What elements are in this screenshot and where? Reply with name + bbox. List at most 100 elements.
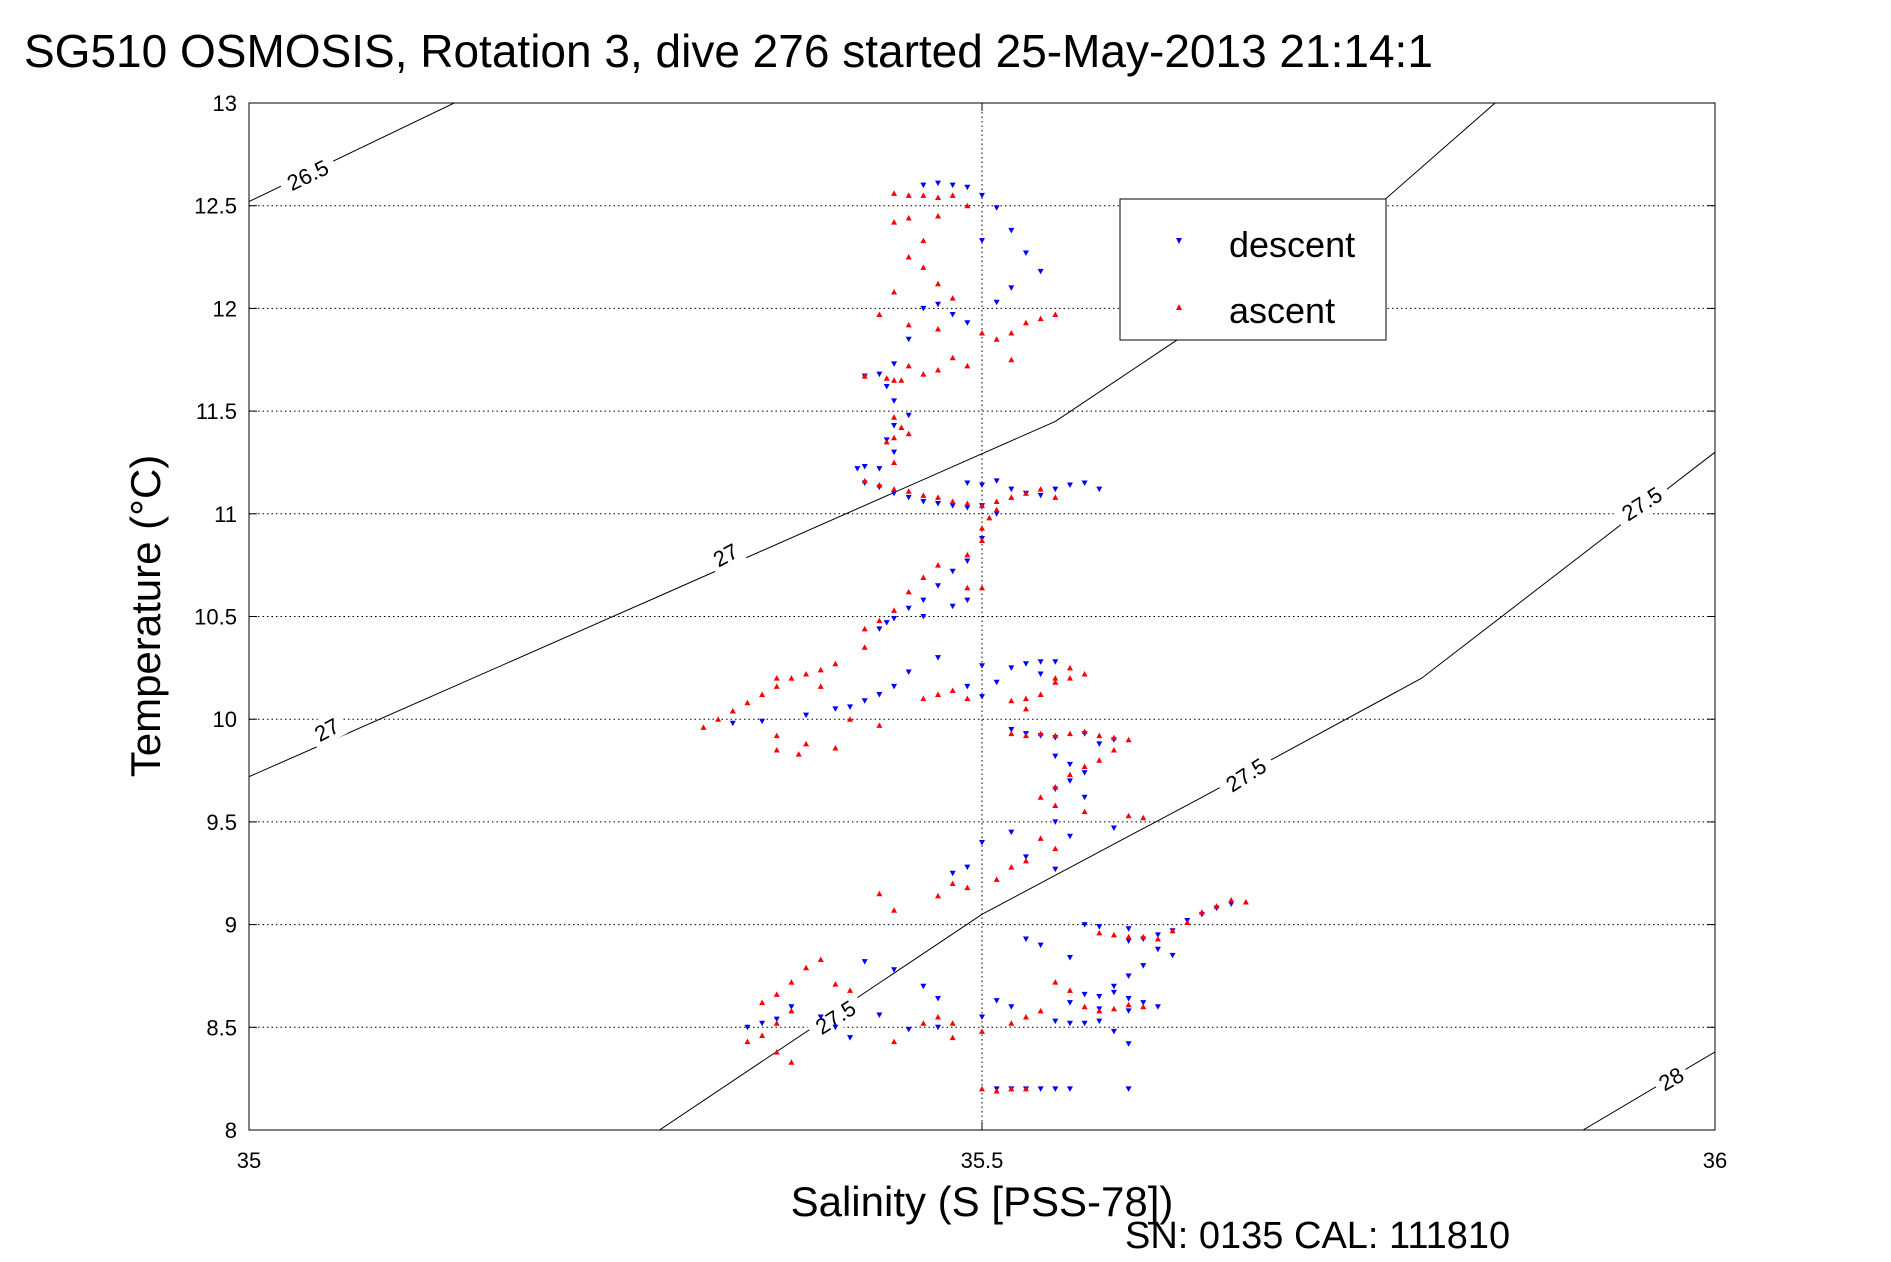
data-point-ascent	[891, 907, 898, 913]
data-point-ascent	[920, 1020, 927, 1026]
data-point-descent	[1081, 480, 1088, 486]
data-point-ascent	[935, 892, 942, 899]
data-point-ascent	[1052, 494, 1059, 500]
data-point-ascent	[1052, 311, 1059, 318]
data-point-descent	[1169, 952, 1176, 959]
data-point-descent	[1154, 946, 1161, 953]
data-point-ascent	[861, 477, 868, 484]
data-point-descent	[1096, 486, 1103, 493]
data-point-ascent	[1008, 356, 1015, 363]
data-point-ascent	[964, 551, 971, 558]
data-point-descent	[993, 511, 1000, 517]
data-point-descent	[1081, 794, 1088, 801]
data-point-ascent	[979, 537, 985, 544]
data-point-ascent	[979, 1028, 985, 1034]
data-point-ascent	[832, 744, 839, 751]
data-point-ascent	[1066, 664, 1073, 671]
data-point-ascent	[1037, 794, 1044, 800]
data-point-descent	[964, 480, 971, 486]
data-point-descent	[1052, 866, 1059, 873]
data-point-ascent	[891, 434, 898, 441]
data-point-descent	[1022, 250, 1029, 256]
data-point-descent	[935, 180, 942, 187]
data-point-descent	[861, 464, 868, 470]
data-point-ascent	[1096, 757, 1103, 763]
data-point-ascent	[817, 683, 824, 689]
legend: descent ascent	[1119, 198, 1387, 341]
data-point-descent	[949, 603, 956, 610]
data-point-descent	[1008, 665, 1015, 671]
data-point-ascent	[1022, 1085, 1029, 1092]
data-point-descent	[979, 192, 985, 199]
data-point-descent	[979, 482, 985, 489]
data-point-ascent	[1052, 802, 1059, 808]
data-point-descent	[1081, 922, 1088, 928]
legend-descent-label: descent	[1229, 224, 1355, 265]
data-point-ascent	[1110, 931, 1117, 938]
data-point-ascent	[773, 732, 780, 739]
data-point-ascent	[993, 498, 1000, 504]
data-point-descent	[744, 1024, 751, 1031]
data-point-ascent	[1066, 987, 1073, 993]
data-point-descent	[920, 597, 927, 604]
data-point-ascent	[949, 295, 956, 301]
data-point-descent	[1081, 991, 1088, 998]
data-point-ascent	[803, 671, 810, 677]
data-point-ascent	[1242, 899, 1249, 905]
data-point-ascent	[876, 890, 883, 897]
data-point-descent	[1008, 486, 1015, 493]
data-point-ascent	[1022, 1014, 1029, 1020]
data-point-descent	[1140, 1000, 1147, 1006]
data-point-descent	[1125, 1008, 1132, 1014]
data-point-descent	[920, 983, 927, 990]
data-point-descent	[847, 1035, 854, 1041]
data-point-ascent	[729, 707, 736, 714]
data-point-descent	[993, 299, 1000, 306]
data-point-descent	[876, 371, 883, 378]
data-point-descent	[1081, 1020, 1088, 1027]
data-point-descent	[1125, 996, 1132, 1002]
data-point-ascent	[1037, 486, 1044, 492]
data-point-ascent	[1066, 771, 1073, 778]
data-point-descent	[1110, 825, 1117, 832]
data-point-ascent	[993, 1087, 1000, 1094]
data-point-ascent	[788, 1007, 795, 1014]
data-point-ascent	[905, 488, 912, 494]
data-point-descent	[979, 839, 985, 846]
data-point-descent	[1125, 1086, 1132, 1092]
data-point-ascent	[993, 876, 1000, 882]
data-point-ascent	[1140, 1003, 1147, 1010]
data-point-ascent	[861, 625, 868, 632]
data-point-ascent	[876, 482, 883, 488]
data-point-ascent	[715, 716, 722, 722]
y-tick-label: 8	[225, 1118, 237, 1143]
data-point-ascent	[964, 695, 971, 702]
data-point-descent	[1022, 936, 1029, 942]
data-point-descent	[993, 478, 1000, 484]
data-point-descent	[1052, 753, 1059, 760]
data-point-descent	[883, 383, 890, 390]
data-point-descent	[949, 182, 956, 189]
contour-label-mask	[305, 709, 348, 749]
contour-label-mask	[1214, 748, 1278, 802]
data-point-ascent	[993, 506, 1000, 513]
data-point-descent	[979, 694, 985, 700]
y-axis-label: Temperature (°C)	[122, 455, 169, 778]
data-point-ascent	[935, 280, 942, 287]
x-tick-label: 36	[1703, 1148, 1727, 1173]
data-point-ascent	[920, 237, 927, 244]
data-point-ascent	[773, 675, 780, 681]
data-point-descent	[1110, 989, 1117, 996]
data-point-descent	[876, 626, 883, 632]
data-point-descent	[1052, 659, 1059, 665]
data-point-ascent	[1037, 315, 1044, 322]
data-point-ascent	[759, 999, 766, 1006]
data-point-descent	[993, 205, 1000, 211]
data-point-ascent	[876, 311, 883, 318]
density-contour-line	[249, 103, 1496, 778]
data-point-descent	[905, 494, 912, 501]
data-point-ascent	[1022, 857, 1029, 864]
data-point-ascent	[759, 691, 766, 698]
data-point-ascent	[1081, 728, 1088, 735]
data-point-descent	[905, 336, 912, 343]
